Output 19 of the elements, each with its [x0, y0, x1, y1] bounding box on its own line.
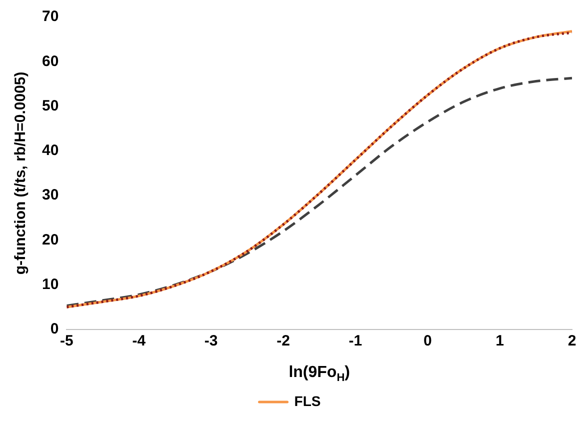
x-tick-label: 2 [568, 332, 576, 350]
y-axis-title: g-function (t/ts, rb/H=0.0005) [12, 72, 30, 275]
y-tick-label: 70 [42, 8, 59, 26]
x-tick-label: -3 [204, 332, 218, 350]
legend-label: FLS [294, 392, 321, 409]
y-tick-label: 10 [42, 276, 59, 293]
x-tick-label: -5 [60, 332, 74, 350]
y-tick-label: 60 [42, 52, 59, 70]
x-tick-label: 1 [496, 332, 504, 350]
y-tick-label: 0 [50, 320, 59, 338]
y-tick-label: 50 [42, 97, 59, 114]
x-tick-label: -4 [132, 332, 146, 350]
y-tick-label: 40 [42, 142, 59, 160]
line-series [66, 76, 572, 307]
x-tick-label: -1 [348, 332, 362, 350]
x-tick-label: -2 [276, 332, 290, 350]
y-tick-label: 30 [42, 186, 59, 204]
y-tick-label: 20 [42, 231, 59, 248]
x-tick-label: 0 [423, 332, 432, 350]
